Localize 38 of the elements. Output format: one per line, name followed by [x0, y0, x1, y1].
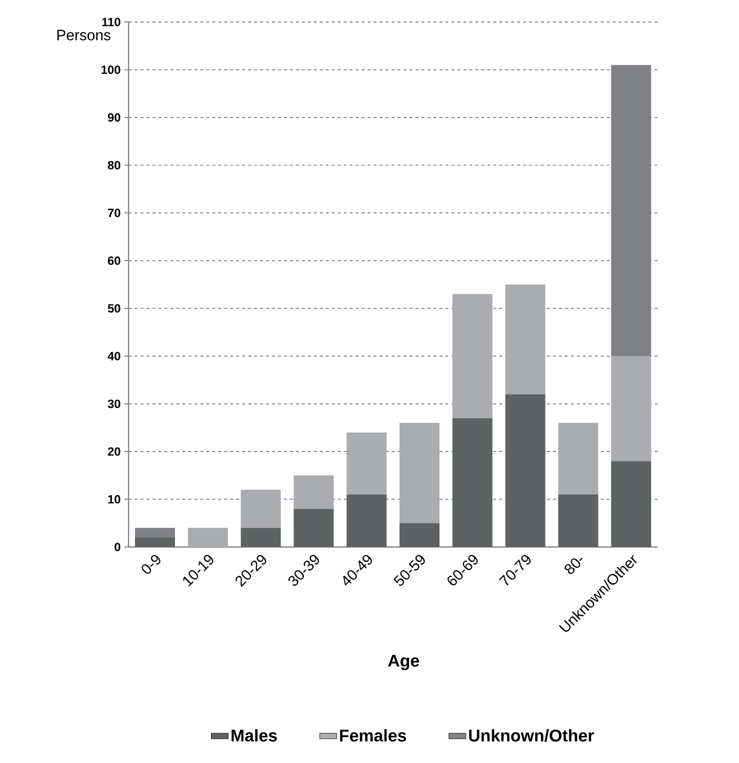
bar — [346, 494, 387, 548]
bar — [452, 294, 492, 418]
y-tick-label: 90 — [108, 113, 120, 122]
y-tick-label: 40 — [108, 352, 120, 360]
y-tick-label: 60 — [108, 256, 120, 265]
bar — [400, 523, 440, 548]
legend-label: Females — [340, 729, 406, 742]
y-tick-label: 50 — [108, 304, 120, 313]
bar — [558, 494, 598, 548]
legend-label: Unknown/Other — [469, 729, 594, 742]
x-tick-label: 0-9 — [142, 554, 160, 574]
y-tick-label: 10 — [108, 495, 120, 504]
bar — [294, 508, 334, 548]
bar — [135, 537, 175, 548]
y-tick-label: 0 — [114, 542, 120, 552]
bar — [135, 528, 175, 538]
bar — [240, 490, 281, 528]
y-tick-label: 30 — [108, 400, 120, 408]
y-tick-label: 110 — [102, 18, 120, 26]
bar — [400, 422, 440, 524]
bar — [240, 528, 281, 548]
y-tick-label: 100 — [102, 66, 120, 74]
bar — [505, 394, 546, 548]
y-tick-label: 70 — [108, 208, 120, 218]
bar — [188, 528, 228, 548]
bar — [294, 475, 334, 509]
y-axis-title: Persons — [57, 30, 110, 40]
legend-label: Males — [232, 729, 277, 742]
y-tick-label: 20 — [108, 447, 120, 456]
bar — [558, 422, 598, 495]
bar — [346, 432, 387, 495]
bar — [611, 461, 652, 548]
y-tick-label: 80 — [108, 160, 120, 170]
bar — [452, 418, 492, 548]
x-axis-title: Age — [388, 654, 420, 670]
bar — [611, 356, 652, 462]
bar — [611, 64, 652, 356]
bar — [505, 284, 546, 394]
